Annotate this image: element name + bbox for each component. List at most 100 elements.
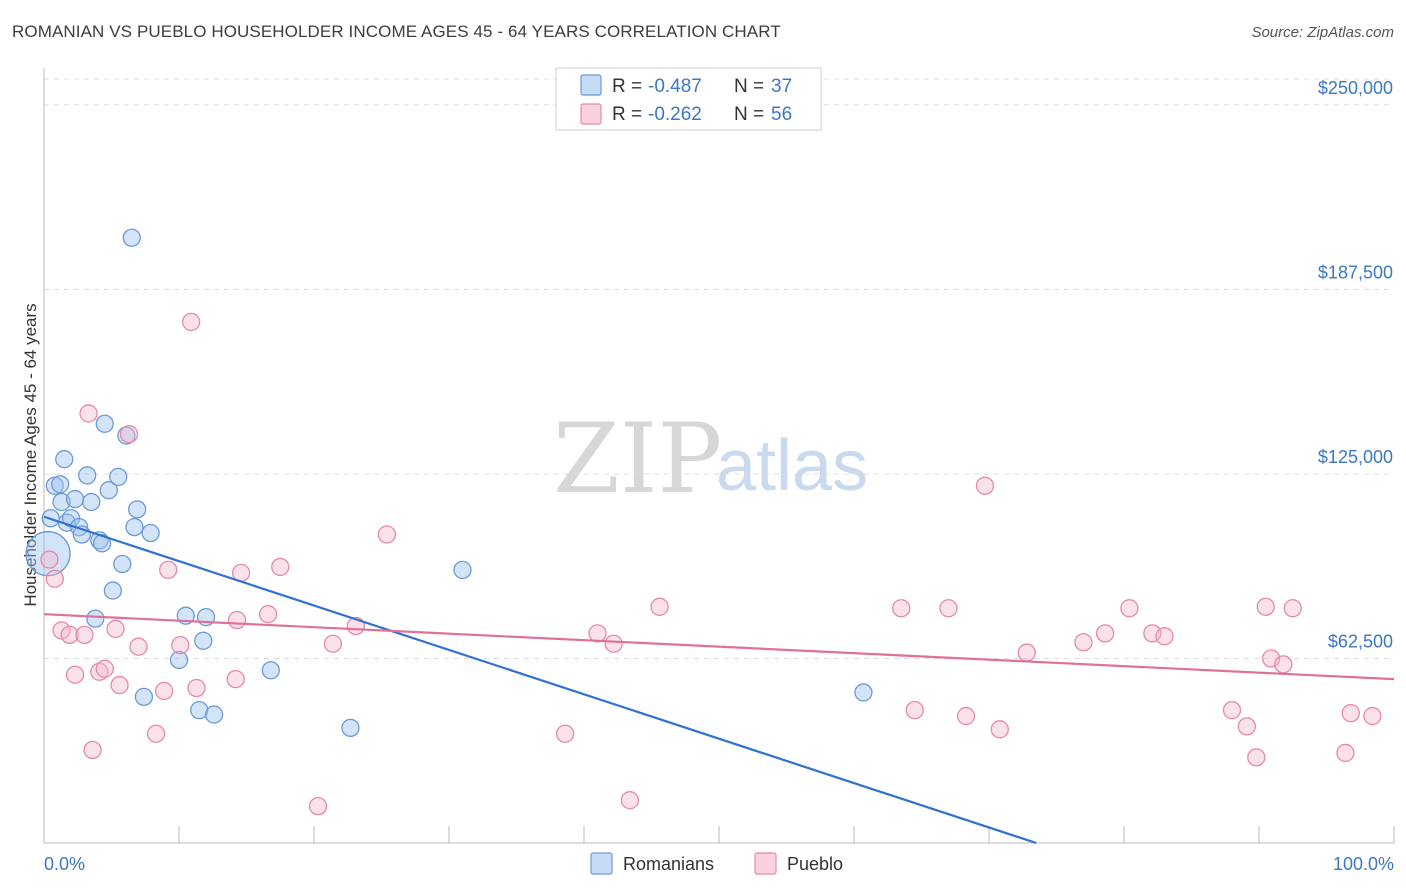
point-pueblo bbox=[555, 724, 575, 743]
watermark-atlas: atlas bbox=[716, 426, 868, 506]
point-romanians bbox=[194, 631, 213, 650]
legend-swatch-pueblo bbox=[580, 103, 602, 125]
point-pueblo bbox=[1155, 627, 1174, 646]
point-pueblo bbox=[65, 665, 85, 684]
point-romanians bbox=[134, 687, 154, 707]
axes bbox=[43, 68, 1395, 844]
series-legend-label-pueblo: Pueblo bbox=[787, 854, 843, 874]
legend-r-value-pueblo: -0.262 bbox=[648, 104, 702, 125]
legend-n-value-pueblo: 56 bbox=[771, 104, 792, 125]
point-romanians bbox=[109, 467, 128, 487]
series-legend-label-romanians: Romanians bbox=[623, 854, 714, 874]
trend-line-pueblo bbox=[43, 613, 1395, 681]
point-pueblo bbox=[620, 791, 640, 810]
point-romanians bbox=[95, 414, 114, 433]
point-pueblo bbox=[1283, 599, 1302, 618]
point-pueblo bbox=[90, 662, 109, 681]
point-romanians bbox=[69, 517, 89, 537]
point-pueblo bbox=[75, 625, 94, 645]
chart-source: Source: ZipAtlas.com bbox=[1251, 24, 1394, 41]
y-tick-label: $125,000 bbox=[1318, 447, 1393, 467]
point-pueblo bbox=[119, 424, 139, 444]
point-romanians bbox=[341, 718, 360, 738]
point-romanians bbox=[86, 609, 105, 628]
point-romanians bbox=[190, 700, 209, 720]
point-pueblo bbox=[1095, 624, 1115, 643]
point-pueblo bbox=[1120, 599, 1139, 618]
point-pueblo bbox=[227, 610, 247, 630]
point-romanians bbox=[113, 554, 132, 574]
point-pueblo bbox=[154, 681, 174, 701]
point-romanians bbox=[78, 466, 97, 485]
point-romanians bbox=[55, 450, 74, 469]
point-romanians bbox=[125, 517, 144, 537]
point-pueblo bbox=[106, 619, 125, 639]
point-pueblo bbox=[181, 312, 201, 332]
series-legend: Romanians Pueblo bbox=[590, 852, 843, 875]
point-romanians bbox=[261, 661, 280, 680]
point-pueblo bbox=[905, 700, 924, 720]
point-pueblo bbox=[939, 599, 958, 618]
point-pueblo bbox=[1274, 655, 1293, 674]
point-pueblo bbox=[1247, 748, 1266, 767]
point-pueblo bbox=[79, 404, 98, 423]
point-pueblo bbox=[258, 605, 278, 624]
legend-r-label-romanians: R = bbox=[612, 76, 642, 97]
data-points bbox=[25, 228, 1382, 816]
point-pueblo bbox=[588, 624, 607, 643]
point-romanians bbox=[65, 489, 85, 509]
point-romanians bbox=[99, 481, 118, 500]
point-pueblo bbox=[45, 569, 64, 588]
point-pueblo bbox=[1017, 643, 1036, 662]
y-tick-labels: $250,000 $187,500 $125,000 $62,500 bbox=[1318, 78, 1393, 652]
y-tick-label: $250,000 bbox=[1318, 78, 1393, 98]
trend-line-romanians bbox=[43, 515, 1037, 845]
point-pueblo bbox=[1074, 633, 1093, 652]
point-pueblo bbox=[129, 637, 148, 656]
series-legend-swatch-romanians bbox=[590, 852, 613, 875]
legend-n-label-romanians: N = bbox=[734, 76, 764, 97]
point-pueblo bbox=[60, 625, 79, 645]
point-pueblo bbox=[377, 525, 397, 544]
point-pueblo bbox=[956, 706, 976, 726]
point-pueblo bbox=[990, 720, 1009, 739]
point-pueblo bbox=[159, 560, 178, 580]
point-pueblo bbox=[1237, 717, 1256, 736]
point-pueblo bbox=[323, 634, 343, 653]
point-romanians bbox=[103, 581, 122, 600]
point-romanians bbox=[141, 523, 160, 543]
point-pueblo bbox=[83, 740, 102, 760]
point-pueblo bbox=[171, 636, 190, 655]
point-romanians bbox=[169, 650, 189, 670]
point-pueblo bbox=[1256, 597, 1275, 616]
legend-r-value-romanians: -0.487 bbox=[648, 76, 702, 97]
legend-n-value-romanians: 37 bbox=[771, 76, 792, 97]
trend-lines bbox=[43, 515, 1395, 845]
point-romanians bbox=[122, 228, 141, 247]
point-romanians bbox=[127, 500, 147, 519]
legend-swatch-romanians bbox=[580, 74, 602, 96]
point-romanians bbox=[52, 492, 71, 512]
y-tick-label: $62,500 bbox=[1328, 631, 1393, 651]
x-tick-label-max: 100.0% bbox=[1333, 854, 1394, 874]
point-pueblo bbox=[110, 675, 129, 695]
chart-title: ROMANIAN VS PUEBLO HOUSEHOLDER INCOME AG… bbox=[12, 22, 781, 41]
series-legend-swatch-pueblo bbox=[754, 852, 777, 875]
point-pueblo bbox=[1222, 700, 1242, 720]
point-pueblo bbox=[308, 796, 328, 816]
legend-r-label-pueblo: R = bbox=[612, 104, 642, 125]
legend-n-label-pueblo: N = bbox=[734, 104, 764, 125]
point-romanians bbox=[82, 492, 101, 512]
point-pueblo bbox=[1336, 743, 1355, 763]
watermark-zip: ZIP bbox=[553, 403, 722, 515]
point-pueblo bbox=[95, 659, 114, 678]
x-tick-labels: 0.0% 100.0% bbox=[44, 854, 1394, 874]
point-pueblo bbox=[146, 724, 166, 743]
point-pueblo bbox=[271, 557, 290, 577]
point-romanians bbox=[51, 475, 70, 494]
point-pueblo bbox=[604, 634, 623, 653]
watermark: ZIP atlas bbox=[553, 403, 868, 515]
point-pueblo bbox=[1341, 703, 1360, 723]
point-pueblo bbox=[650, 597, 669, 616]
